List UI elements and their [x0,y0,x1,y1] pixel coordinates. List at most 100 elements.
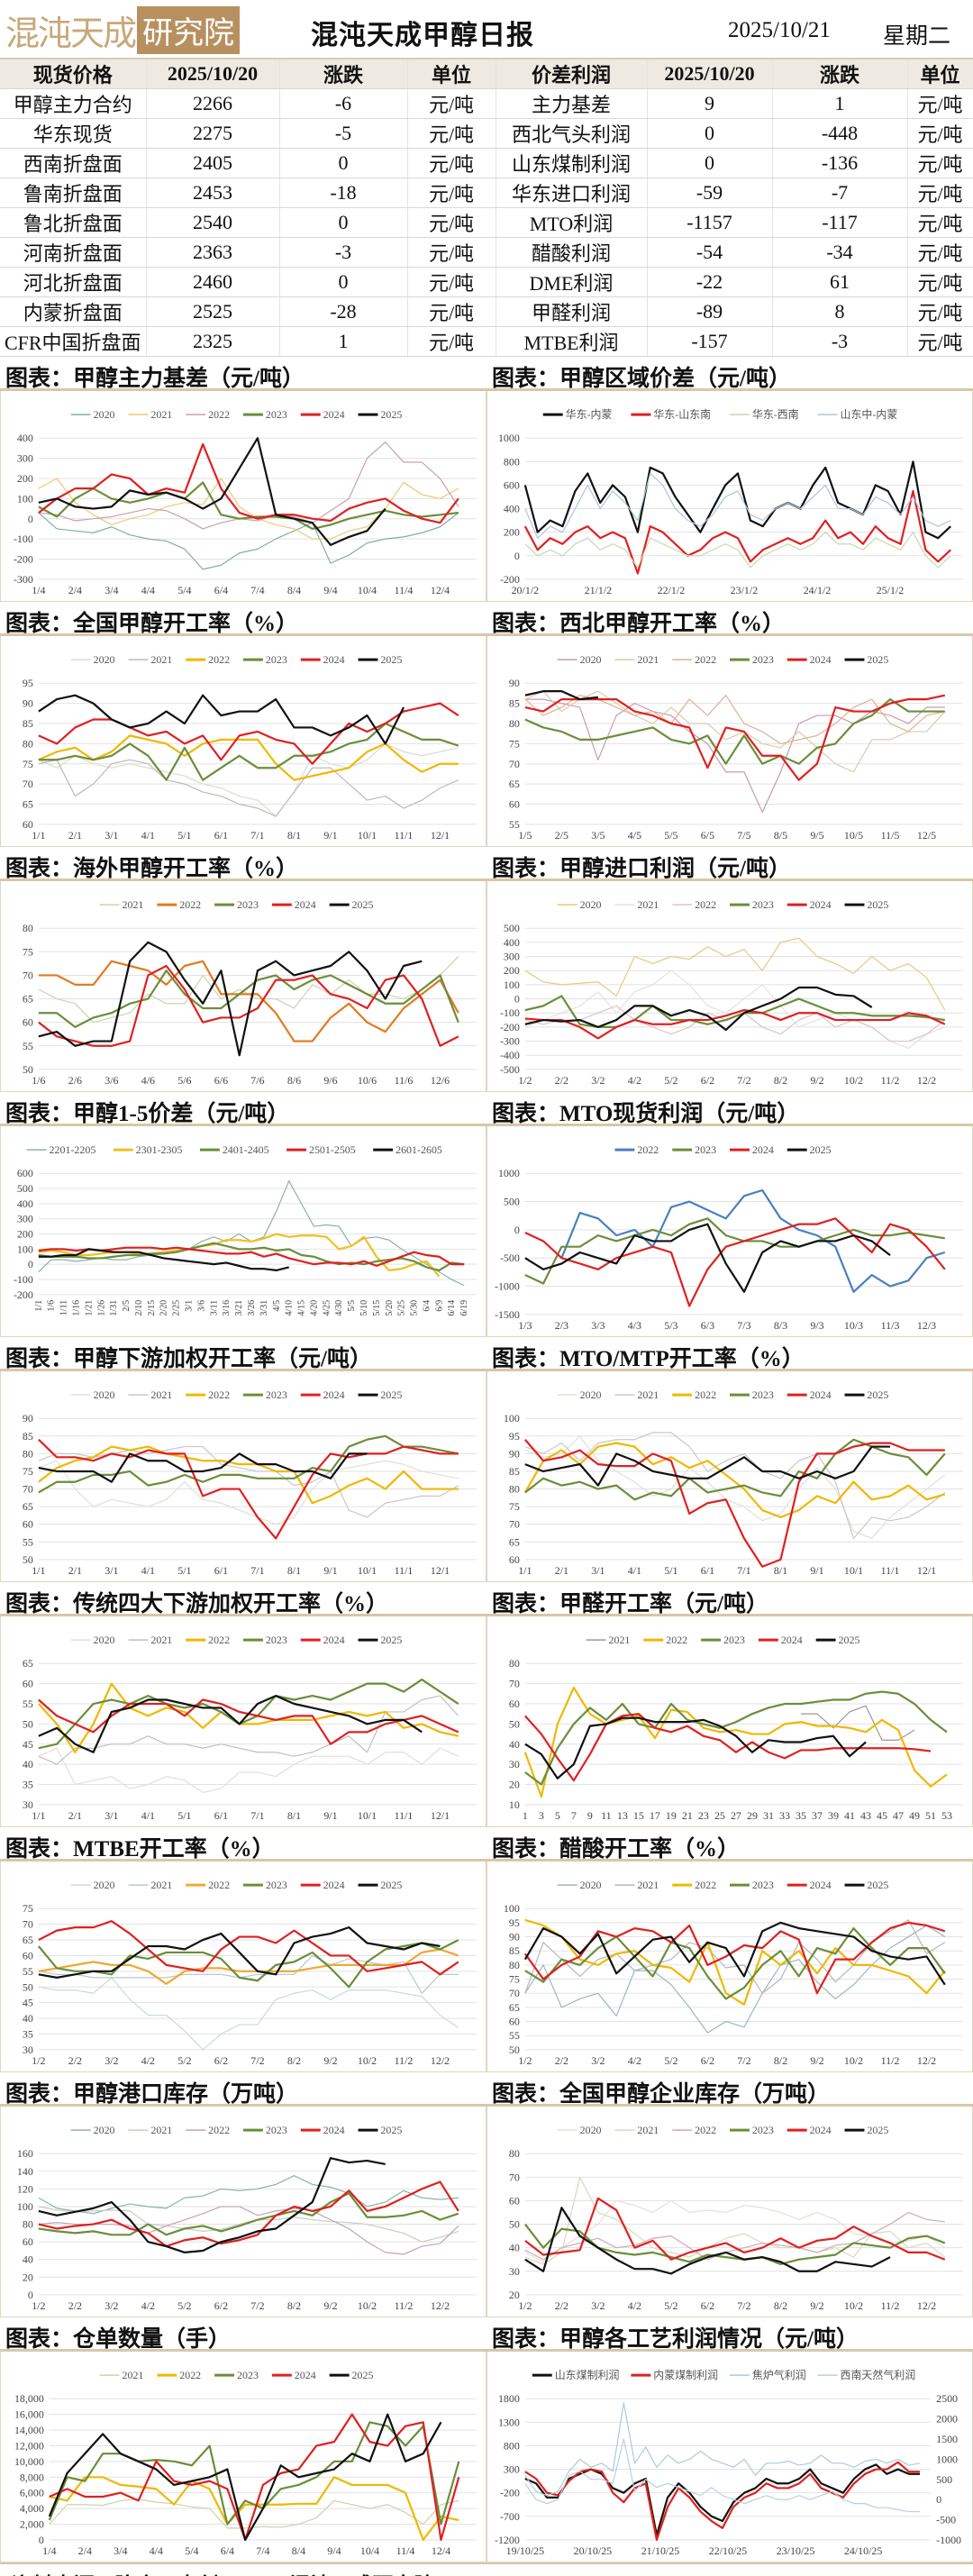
legend-item: 2020 [70,2124,115,2136]
x-tick-label: 24/10/25 [844,2544,883,2557]
legend-item: 2023 [243,1879,287,1891]
x-tick-label: 6/1 [214,1564,228,1577]
legend-item: 2021 [128,653,172,666]
legend-label: 2025 [352,2369,374,2381]
x-tick-label: 9 [587,1809,593,1822]
table-cell: 甲醛利润 [496,296,648,327]
y-tick-label: 90 [23,1412,33,1425]
y2-tick-label: 2500 [936,2392,958,2405]
table-cell: 0 [647,148,773,178]
x-tick-label: 3/1 [185,1300,195,1312]
chart-panel: 图表：传统四大下游加权开工率（%） 30 35 40 45 50 55 60 65 1/1 2/1 3… [0,1582,486,1827]
x-tick-label: 8/5 [774,829,787,842]
chart-area: -500 -400 -300 -200 -100 0 100 200 300 400 500 1/2 2… [486,881,973,1092]
logo-text: 混沌天成 [5,13,137,53]
legend-label: 2023 [237,898,259,911]
chart-panel: 图表：甲醇进口利润（元/吨） -500 -400 -300 -200 -100 0 100 20… [486,847,973,1092]
legend-item: 2023 [730,898,774,911]
chart-title: 图表：海外甲醇开工率（%） [0,847,486,881]
x-tick-label: 7/2 [737,2054,750,2067]
x-tick-label: 2/1 [68,829,82,842]
x-tick-label: 8/4 [287,584,301,596]
legend-label: 2025 [380,1634,402,1646]
legend-label: 2025 [810,1143,832,1156]
x-tick-label: 11/2 [395,2054,414,2067]
x-tick-label: 17 [650,1809,660,1822]
y-tick-label: 1800 [498,2392,520,2405]
legend-label: 2020 [580,1388,602,1401]
table-cell: 元/吨 [907,296,973,327]
y-tick-label: 55 [23,1040,33,1052]
y-tick-label: 800 [504,2439,520,2452]
chart-panel: 图表：西北甲醇开工率（%） 55 60 65 70 75 80 85 90 1/5 2/5 3/5 4/… [486,602,973,847]
y-tick-label: 500 [17,1182,33,1195]
legend-label: 2023 [723,1634,745,1646]
legend-label: 2024 [295,2369,316,2381]
legend-label: 2025 [352,898,374,911]
x-tick-label: 12/1 [431,1809,450,1822]
x-tick-label: 9/1 [810,1564,823,1577]
series-line-2021 [524,1432,946,1539]
x-tick-label: 2/2 [555,1074,568,1087]
line-chart: 60 65 70 75 80 85 90 95 1/1 2/1 3/1 4/1 5/1 6/1 7/1 8/1… [23,653,477,842]
x-tick-label: 1/1 [32,829,45,842]
line-chart: -1200 -700 -200 300 800 1300 1800 -1000 -500 0 500… [495,2368,961,2557]
series-line-2023 [38,969,459,1028]
legend-item: 2025 [358,408,402,421]
x-tick-label: 1/16 [72,1300,82,1316]
y2-tick-label: 1000 [936,2453,958,2465]
legend-label: 2201-2205 [50,1143,96,1156]
x-tick-label: 1/1 [32,1809,45,1822]
y-tick-label: 300 [504,951,520,963]
x-tick-label: 11/4 [395,584,414,596]
y-tick-label: 90 [23,697,33,710]
x-tick-label: 37 [812,1809,823,1822]
x-tick-label: 11/2 [881,1074,900,1087]
series-line-2024 [38,702,459,765]
x-tick-label: 9/4 [323,584,337,596]
x-tick-label: 8/2 [287,2299,301,2312]
legend-item: 2025 [329,2369,374,2381]
line-chart: 20 30 40 50 60 70 80 1/2 2/2 3/2 4/2 5/2 6/2 7/2 8/2 9/… [509,2124,964,2312]
series-line-2023 [38,2192,459,2236]
table-cell: -6 [279,88,408,119]
x-tick-label: 10/4 [358,584,377,596]
legend-label: 2024 [323,408,345,421]
table-cell: -136 [772,148,908,178]
legend-label: 2025 [380,1879,402,1891]
series-line-2020 [38,1977,459,2051]
y-tick-label: 18,000 [14,2392,44,2405]
legend-item: 2023 [730,1388,774,1401]
report-header: 混沌天成 研究院 混沌天成甲醇日报 2025/10/21 星期二 [0,0,973,59]
x-tick-label: 9/5 [810,829,823,842]
series-line-2020 [38,2175,459,2215]
legend-item: 2022 [672,1388,716,1401]
series-line-2023 [524,1690,948,1786]
y-tick-label: 55 [23,1535,33,1548]
legend-label: 华东-西南 [752,407,799,421]
y-tick-label: 400 [504,503,520,515]
legend-item: 焦炉气利润 [730,2368,806,2381]
series-line-2022 [38,441,459,530]
y-tick-label: 80 [23,2218,33,2231]
y-tick-label: 0 [28,1258,33,1270]
y-tick-label: 70 [509,758,520,770]
x-tick-label: 5/3 [664,1319,677,1332]
y-tick-label: -200 [14,552,33,565]
legend-item: 2022 [186,1634,230,1646]
x-tick-label: 23/1/2 [731,584,759,596]
y-tick-label: 800 [504,455,520,468]
x-tick-label: 10/2 [358,2299,377,2312]
x-tick-label: 1/31 [109,1300,119,1316]
legend-label: 2025 [867,2124,888,2136]
x-tick-label: 22/10/25 [709,2544,748,2557]
series-line-2025 [524,1445,891,1487]
legend-item: 2025 [358,1879,402,1891]
x-tick-label: 25 [714,1809,725,1822]
series-line-2023 [38,1678,459,1750]
series-line-2024 [38,2180,459,2248]
x-tick-label: 9/2 [323,2054,337,2067]
legend-label: 2024 [323,1388,345,1401]
legend-label: 2024 [810,1879,832,1891]
